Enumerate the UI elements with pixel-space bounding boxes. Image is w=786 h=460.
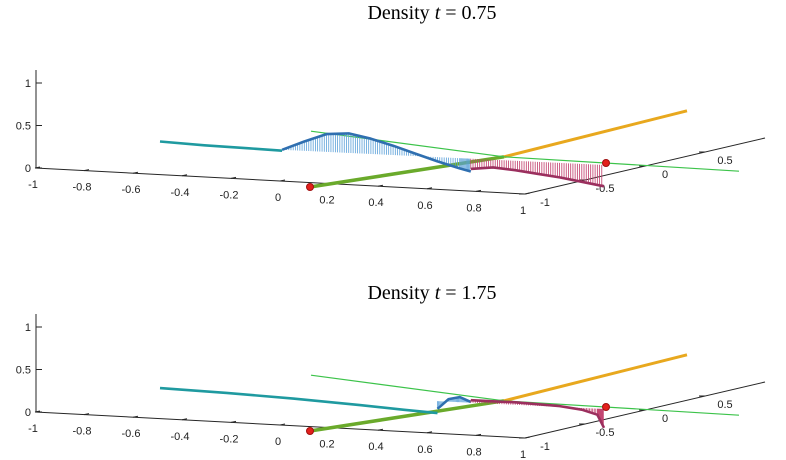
series-line-3 [470, 398, 606, 429]
x-tick-label: 0.4 [368, 197, 383, 209]
x-tick-label: -0.8 [73, 182, 92, 194]
series-line-1 [159, 386, 438, 415]
x-tick [279, 179, 286, 182]
x-tick-label: -0.8 [73, 426, 92, 438]
x-tick [83, 169, 90, 172]
x-tick-label: 0 [275, 436, 281, 448]
green-edge [309, 155, 505, 189]
x-tick-label: 1 [520, 449, 526, 460]
x-tick-label: -0.6 [122, 184, 141, 196]
z-tick-label: 0.5 [16, 121, 31, 133]
z-tick-label: 0 [25, 163, 31, 175]
x-tick [377, 184, 384, 187]
x-tick-label: 0.2 [319, 439, 334, 451]
chart-title: Density t = 0.75 [367, 2, 496, 24]
x-tick [132, 171, 139, 174]
x-tick [132, 415, 139, 418]
baseline-left [310, 130, 505, 158]
x-tick [426, 431, 433, 434]
baseline-right [503, 156, 740, 172]
endpoint-marker [602, 159, 610, 167]
panel-1: Density t = 0.75 0 0.5 1 -1 -0.8 -0.6 -0.4 -0.2 0… [16, 2, 766, 217]
x-tick [34, 410, 41, 413]
z-tick-label: 0.5 [16, 365, 31, 377]
baseline-right [503, 400, 740, 416]
x-tick-label: 0.6 [417, 200, 432, 212]
x-tick [475, 433, 482, 436]
x-tick [230, 420, 237, 423]
y-tick-label: 0 [662, 413, 668, 425]
x-tick [34, 166, 41, 169]
green-edge [309, 399, 505, 433]
z-tick-label: 1 [25, 78, 31, 90]
x-tick [83, 413, 90, 416]
y-tick-label: 0.5 [717, 399, 732, 411]
series-line-2 [436, 395, 472, 410]
x-tick [181, 418, 188, 421]
x-tick [426, 187, 433, 190]
series-line-3 [470, 166, 605, 188]
series-line-1 [159, 140, 283, 152]
x-tick-label: 0.8 [466, 202, 481, 214]
x-tick-label: 0.2 [319, 195, 334, 207]
endpoint-marker [306, 427, 314, 435]
y-tick-label: -1 [540, 441, 550, 453]
x-tick-label: -0.4 [171, 431, 190, 443]
x-tick-label: 0.8 [466, 446, 481, 458]
x-tick-label: -0.2 [220, 189, 239, 201]
x-tick [475, 189, 482, 192]
y-tick-label: -0.5 [596, 427, 615, 439]
x-tick-label: 0.4 [368, 441, 383, 453]
x-tick-label: 1 [520, 205, 526, 217]
x-tick [279, 423, 286, 426]
x-tick-label: -0.2 [220, 433, 239, 445]
y-tick-label: -1 [540, 197, 550, 209]
x-tick-label: -0.6 [122, 428, 141, 440]
orange-edge [503, 353, 688, 403]
panel-2: Density t = 1.75 0 0.5 1 -1 -0.8 -0.6 -0.4 -0.2 0… [16, 282, 766, 460]
x-tick [377, 428, 384, 431]
x-tick-label: -0.4 [171, 187, 190, 199]
x-tick [181, 174, 188, 177]
baseline-left [310, 374, 505, 402]
y-tick-label: 0.5 [717, 155, 732, 167]
chart-title: Density t = 1.75 [367, 282, 496, 304]
series-line-2 [281, 132, 472, 173]
orange-edge [503, 109, 688, 159]
endpoint-marker [306, 183, 314, 191]
z-tick-label: 0 [25, 407, 31, 419]
x-tick [230, 176, 237, 179]
x-tick-label: -1 [28, 179, 38, 191]
x-tick-label: -1 [28, 423, 38, 435]
endpoint-marker [602, 403, 610, 411]
x-tick-label: 0 [275, 192, 281, 204]
x-tick-label: 0.6 [417, 444, 432, 456]
z-tick-label: 1 [25, 322, 31, 334]
y-tick-label: 0 [662, 169, 668, 181]
